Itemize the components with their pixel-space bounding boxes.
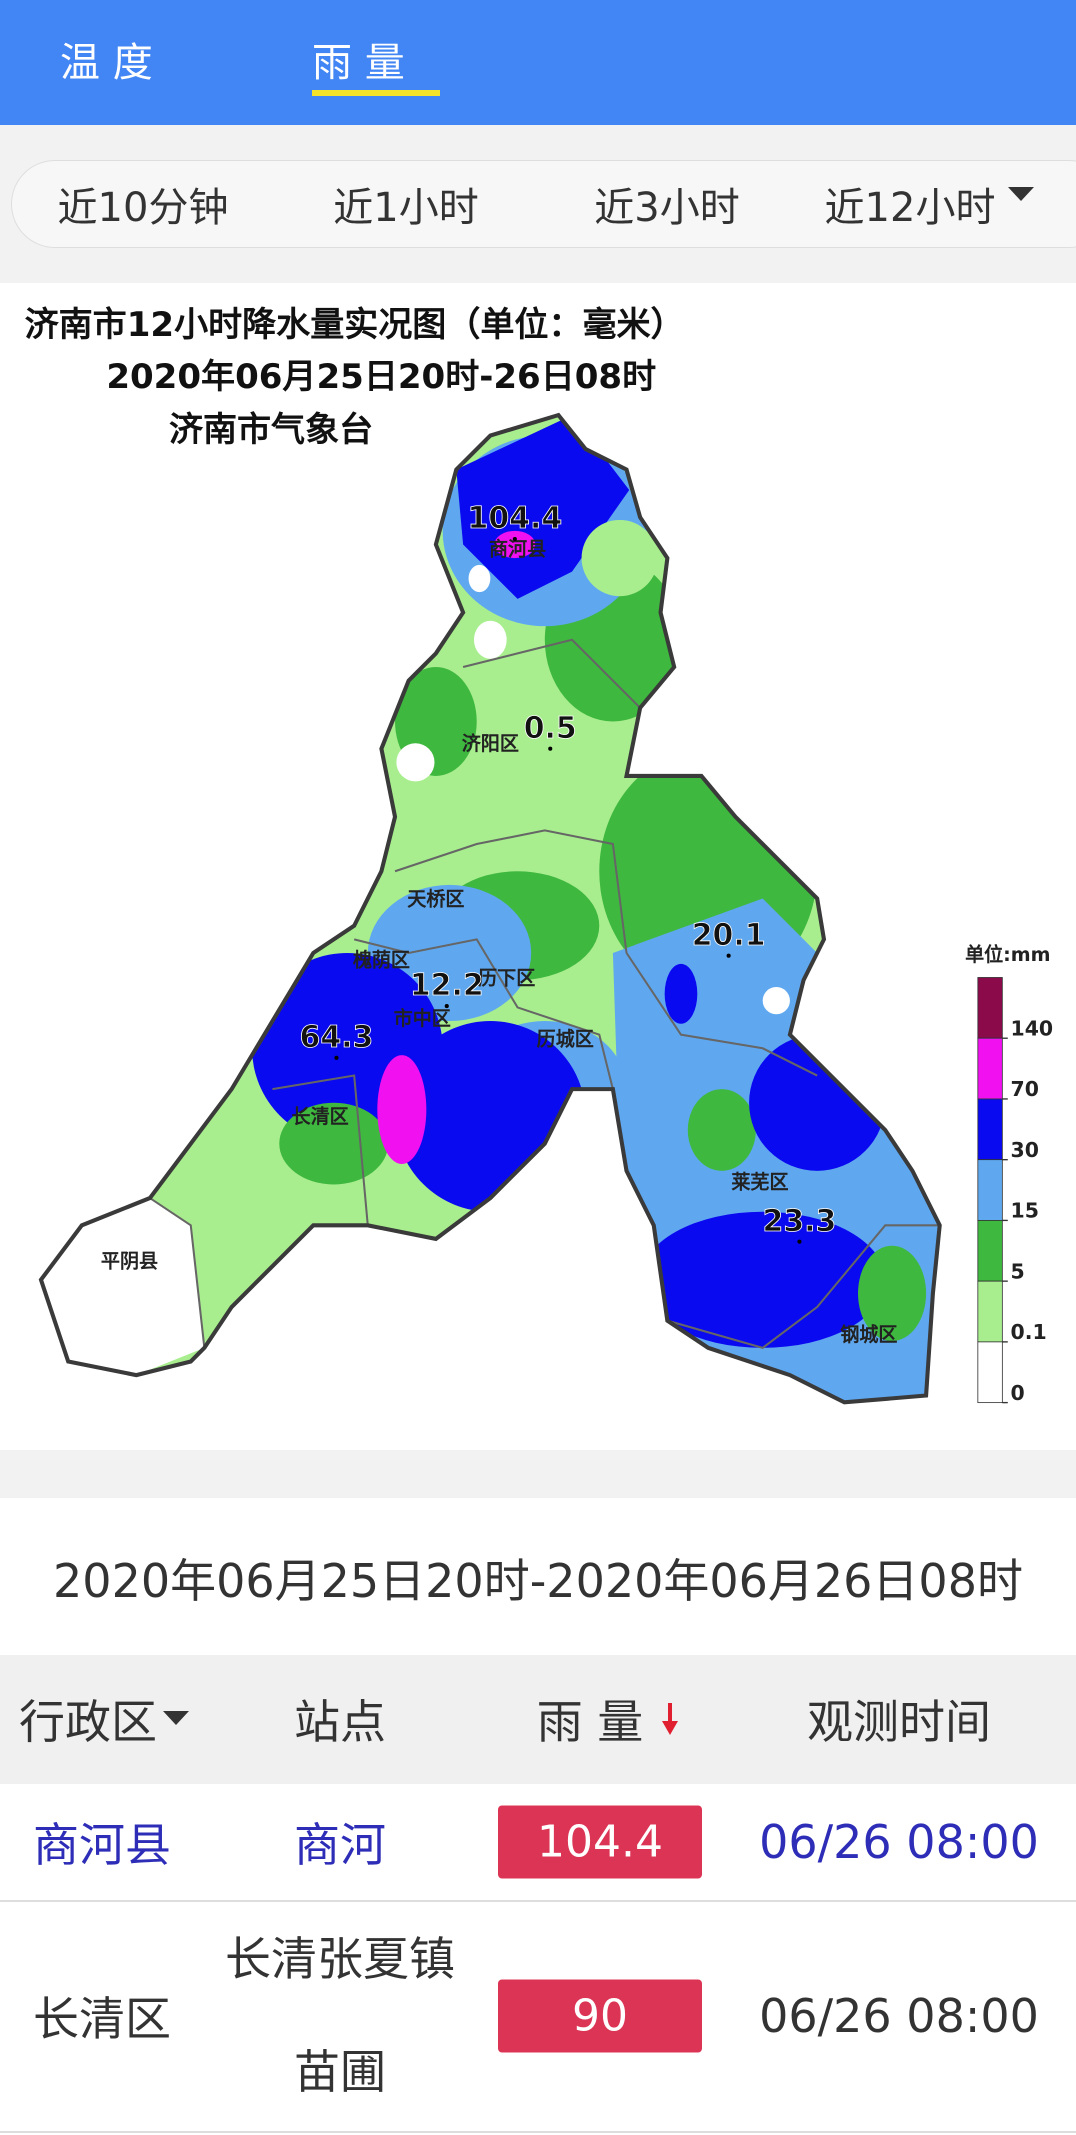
station-dot [797,1239,802,1244]
legend-swatch [977,1341,1003,1404]
station-value: 64.3 [300,1020,374,1055]
tab[interactable]: 温 度 [60,40,153,86]
period[interactable]: 近1小时 [333,185,479,231]
district-label: 钢城区 [840,1323,897,1346]
station-dot [444,1004,449,1009]
table-row[interactable]: 长清区 长清张夏镇苗圃 90 06/26 08:00 [0,1902,1076,2133]
district-label: 槐荫区 [353,949,410,972]
district-borders [149,638,940,1349]
table-header: 行政区 站点 雨 量 观测时间 [0,1655,1076,1784]
district-cell[interactable]: 商河县 [33,1818,171,1872]
legend-swatch [977,1037,1003,1100]
time-cell: 06/26 08:00 [759,1989,1039,2043]
district-cell: 长清区 [33,1992,171,2046]
legend-swatch [977,1220,1003,1282]
legend-label: 70 [1011,1077,1039,1101]
rain-fill [40,415,940,1403]
city-outline [38,412,942,1405]
legend-label: 140 [1011,1016,1054,1040]
header-cell: 观测时间 [807,1695,991,1749]
dropdown-icon [1008,187,1034,201]
legend-label: 30 [1011,1138,1039,1162]
district-label: 平阴县 [101,1251,158,1273]
dropdown-icon [163,1711,189,1725]
station-dot [726,953,731,958]
station-cell[interactable]: 商河 [294,1818,386,1872]
legend-swatch [977,1098,1003,1161]
legend-unit: 单位:mm [965,943,1050,966]
legend-swatch [977,977,1003,1039]
station-value: 104.4 [467,501,562,536]
top-tabs: 温 度 雨 量 [0,0,1076,125]
period[interactable]: 近10分钟 [57,185,229,231]
station-value: 0.5 [524,711,577,746]
rain-map: 济南市12小时降水量实况图（单位：毫米） 2020年06月25日20时-26日0… [25,305,1054,1405]
district-label: 天桥区 [407,887,464,910]
rain-value: 104.4 [498,1805,702,1879]
period[interactable]: 近3小时 [594,185,740,231]
station-value: 12.2 [410,968,484,1003]
tab-underline [312,90,440,96]
tab[interactable]: 雨 量 [312,40,405,86]
district-label: 商河县 [489,537,546,560]
district-label: 长清区 [292,1105,349,1128]
header-cell[interactable]: 雨 量 [536,1695,644,1749]
district-label: 济阳区 [462,732,519,755]
legend-label: 15 [1011,1199,1039,1223]
table-row[interactable]: 商河县 商河 104.4 06/26 08:00 [0,1784,1076,1902]
station-dot [548,746,553,751]
header-cell[interactable]: 行政区 [19,1695,157,1749]
map-subtitle: 2020年06月25日20时-26日08时 [106,357,656,397]
map-source: 济南市气象台 [169,410,373,450]
period-pill [11,160,1076,248]
station-value: 20.1 [692,918,766,953]
legend-label: 0 [1011,1381,1025,1405]
period-label: 2020年06月25日20时-2020年06月26日08时 [53,1554,1023,1608]
legend-label: 5 [1011,1259,1025,1283]
station-cell: 长清张夏镇苗圃 [225,1932,455,2099]
time-cell: 06/26 08:00 [759,1815,1039,1869]
legend-swatch [977,1159,1003,1221]
district-label: 市中区 [394,1007,451,1030]
period-bar: 近10分钟 近1小时 近3小时 近12小时 [0,125,1076,283]
district-label: 历下区 [478,967,535,989]
map-title: 济南市12小时降水量实况图（单位：毫米） [25,305,685,345]
station-value: 23.3 [763,1204,837,1239]
legend-label: 0.1 [1011,1320,1047,1344]
sort-icon [662,1703,678,1735]
divider [0,1450,1076,1498]
period[interactable]: 近12小时 [824,185,996,231]
district-label: 历城区 [537,1028,594,1051]
header-cell: 站点 [294,1695,386,1749]
station-dot [512,536,517,542]
legend-swatch [977,1280,1003,1343]
rain-value: 90 [498,1979,702,2053]
district-label: 莱芜区 [731,1171,788,1194]
station-dot [334,1055,339,1060]
